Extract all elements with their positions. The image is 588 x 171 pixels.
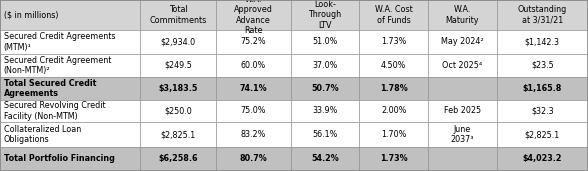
Bar <box>428 100 496 122</box>
Text: 1.70%: 1.70% <box>381 130 406 139</box>
Text: 37.0%: 37.0% <box>312 61 338 70</box>
Bar <box>141 0 216 30</box>
Text: $1,142.3: $1,142.3 <box>524 37 560 47</box>
Text: 1.73%: 1.73% <box>381 37 406 47</box>
Bar <box>428 30 496 54</box>
Text: 2.00%: 2.00% <box>381 107 406 115</box>
Bar <box>359 122 428 147</box>
Text: W.A.
Maturity: W.A. Maturity <box>446 5 479 25</box>
Bar <box>359 0 428 30</box>
Text: Oct 2025⁴: Oct 2025⁴ <box>442 61 482 70</box>
Text: $2,934.0: $2,934.0 <box>161 37 196 47</box>
Bar <box>428 0 496 30</box>
Bar <box>216 77 290 100</box>
Text: 83.2%: 83.2% <box>240 130 266 139</box>
Bar <box>496 100 588 122</box>
Text: 60.0%: 60.0% <box>240 61 266 70</box>
Bar <box>0 0 141 30</box>
Text: 1.73%: 1.73% <box>380 154 407 163</box>
Text: W.A.
Approved
Advance
Rate: W.A. Approved Advance Rate <box>233 0 273 35</box>
Bar <box>216 100 290 122</box>
Text: 51.0%: 51.0% <box>312 37 338 47</box>
Text: ($ in millions): ($ in millions) <box>4 10 58 19</box>
Text: $249.5: $249.5 <box>164 61 192 70</box>
Bar <box>359 77 428 100</box>
Text: $32.3: $32.3 <box>531 107 553 115</box>
Text: 50.7%: 50.7% <box>311 84 339 93</box>
Text: $2,825.1: $2,825.1 <box>161 130 196 139</box>
Text: Secured Credit Agreement
(Non-MTM)²: Secured Credit Agreement (Non-MTM)² <box>4 56 111 75</box>
Text: 1.78%: 1.78% <box>380 84 407 93</box>
Text: Secured Credit Agreements
(MTM)¹: Secured Credit Agreements (MTM)¹ <box>4 32 115 52</box>
Bar <box>0 77 141 100</box>
Text: 80.7%: 80.7% <box>239 154 267 163</box>
Text: $4,023.2: $4,023.2 <box>523 154 562 163</box>
Bar <box>216 147 290 171</box>
Bar <box>428 147 496 171</box>
Bar <box>359 54 428 77</box>
Bar <box>290 77 359 100</box>
Text: $250.0: $250.0 <box>164 107 192 115</box>
Bar <box>141 147 216 171</box>
Text: Collateralized Loan
Obligations: Collateralized Loan Obligations <box>4 125 81 144</box>
Bar <box>0 100 141 122</box>
Bar <box>290 100 359 122</box>
Bar <box>216 54 290 77</box>
Bar <box>290 0 359 30</box>
Text: Secured Revolving Credit
Facility (Non-MTM): Secured Revolving Credit Facility (Non-M… <box>4 101 105 121</box>
Text: Look-
Through
LTV: Look- Through LTV <box>309 0 342 30</box>
Text: $2,825.1: $2,825.1 <box>524 130 560 139</box>
Bar <box>141 122 216 147</box>
Text: $23.5: $23.5 <box>531 61 554 70</box>
Bar <box>0 54 141 77</box>
Bar <box>290 147 359 171</box>
Text: $6,258.6: $6,258.6 <box>158 154 198 163</box>
Text: 54.2%: 54.2% <box>311 154 339 163</box>
Text: Total Secured Credit
Agreements: Total Secured Credit Agreements <box>4 78 96 98</box>
Text: June
2037³: June 2037³ <box>450 125 474 144</box>
Bar <box>359 30 428 54</box>
Bar <box>290 30 359 54</box>
Bar <box>290 54 359 77</box>
Text: Total Portfolio Financing: Total Portfolio Financing <box>4 154 115 163</box>
Text: 75.2%: 75.2% <box>240 37 266 47</box>
Bar <box>496 122 588 147</box>
Bar <box>141 77 216 100</box>
Bar <box>0 30 141 54</box>
Text: Feb 2025: Feb 2025 <box>444 107 481 115</box>
Bar <box>496 0 588 30</box>
Text: 56.1%: 56.1% <box>312 130 338 139</box>
Text: Outstanding
at 3/31/21: Outstanding at 3/31/21 <box>517 5 567 25</box>
Bar <box>428 54 496 77</box>
Bar <box>216 0 290 30</box>
Text: 75.0%: 75.0% <box>240 107 266 115</box>
Bar <box>141 30 216 54</box>
Bar <box>496 54 588 77</box>
Bar <box>216 30 290 54</box>
Bar <box>0 147 141 171</box>
Bar <box>290 122 359 147</box>
Text: $1,165.8: $1,165.8 <box>523 84 562 93</box>
Text: $3,183.5: $3,183.5 <box>158 84 198 93</box>
Text: 74.1%: 74.1% <box>239 84 267 93</box>
Bar <box>496 30 588 54</box>
Bar <box>141 100 216 122</box>
Bar <box>496 147 588 171</box>
Text: Total
Commitments: Total Commitments <box>149 5 206 25</box>
Text: May 2024²: May 2024² <box>441 37 483 47</box>
Text: W.A. Cost
of Funds: W.A. Cost of Funds <box>375 5 413 25</box>
Bar <box>141 54 216 77</box>
Text: 4.50%: 4.50% <box>381 61 406 70</box>
Bar <box>428 77 496 100</box>
Bar <box>496 77 588 100</box>
Bar <box>216 122 290 147</box>
Bar <box>359 147 428 171</box>
Text: 33.9%: 33.9% <box>312 107 338 115</box>
Bar <box>0 122 141 147</box>
Bar <box>428 122 496 147</box>
Bar <box>359 100 428 122</box>
